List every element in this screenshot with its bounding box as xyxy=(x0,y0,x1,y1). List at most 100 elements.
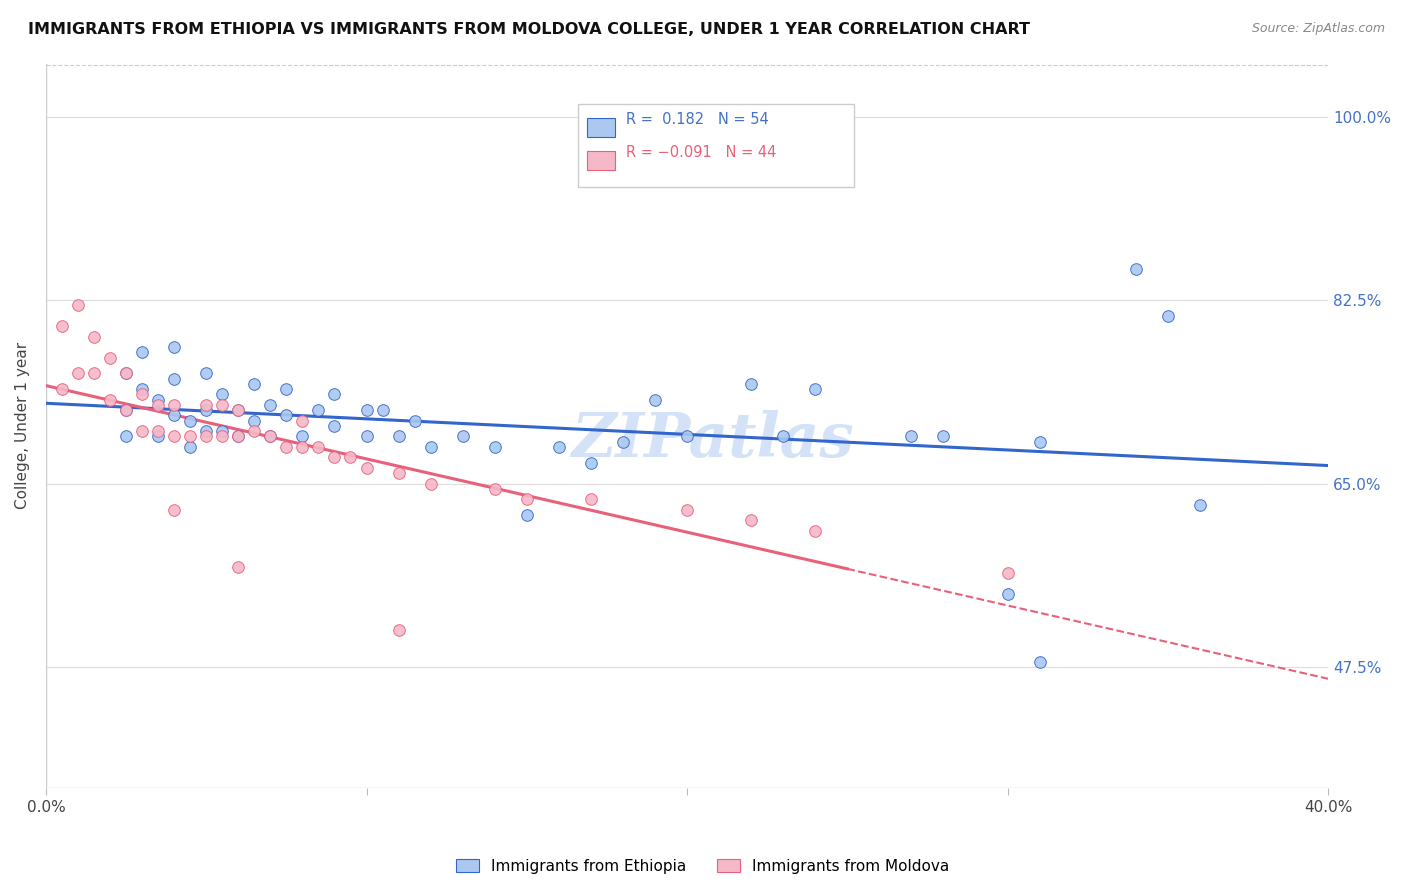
Point xyxy=(1028,434,1050,449)
Point xyxy=(387,466,409,480)
Point xyxy=(356,403,378,417)
Point xyxy=(291,414,314,428)
Point xyxy=(211,424,233,438)
Point xyxy=(419,476,441,491)
Point xyxy=(307,440,329,454)
Text: IMMIGRANTS FROM ETHIOPIA VS IMMIGRANTS FROM MOLDOVA COLLEGE, UNDER 1 YEAR CORREL: IMMIGRANTS FROM ETHIOPIA VS IMMIGRANTS F… xyxy=(28,22,1031,37)
Point xyxy=(163,429,186,443)
Point xyxy=(676,503,699,517)
Point xyxy=(83,330,105,344)
Point xyxy=(740,376,762,391)
Point xyxy=(516,508,538,522)
Point xyxy=(356,429,378,443)
Legend: Immigrants from Ethiopia, Immigrants from Moldova: Immigrants from Ethiopia, Immigrants fro… xyxy=(450,853,956,880)
Point xyxy=(804,382,827,396)
Point xyxy=(276,440,298,454)
Point xyxy=(51,382,73,396)
Point xyxy=(226,403,249,417)
Text: R =  0.182   N = 54: R = 0.182 N = 54 xyxy=(626,112,768,127)
Point xyxy=(243,424,266,438)
Point xyxy=(195,403,218,417)
Point xyxy=(163,340,186,354)
Point xyxy=(115,367,138,381)
Point xyxy=(997,566,1019,580)
Point xyxy=(484,482,506,496)
Point xyxy=(98,392,121,407)
Point xyxy=(146,392,169,407)
Point xyxy=(387,429,409,443)
Point xyxy=(226,429,249,443)
Point xyxy=(51,319,73,334)
Text: R = −0.091   N = 44: R = −0.091 N = 44 xyxy=(626,145,776,160)
Point xyxy=(243,414,266,428)
Point xyxy=(115,429,138,443)
Point xyxy=(83,367,105,381)
Point xyxy=(226,429,249,443)
Point xyxy=(676,429,699,443)
Point xyxy=(115,367,138,381)
FancyBboxPatch shape xyxy=(578,103,853,187)
Point xyxy=(163,372,186,386)
Point xyxy=(66,298,89,312)
Point xyxy=(179,414,201,428)
Point xyxy=(259,429,281,443)
Point xyxy=(115,403,138,417)
Point xyxy=(211,429,233,443)
Point xyxy=(291,429,314,443)
Point xyxy=(1125,261,1147,276)
Point xyxy=(772,429,794,443)
Point xyxy=(66,367,89,381)
Bar xyxy=(588,151,616,170)
Point xyxy=(195,398,218,412)
Point xyxy=(276,409,298,423)
Point xyxy=(195,429,218,443)
Point xyxy=(211,398,233,412)
Point xyxy=(612,434,634,449)
Bar xyxy=(588,118,616,137)
Point xyxy=(339,450,361,465)
Point xyxy=(932,429,955,443)
Point xyxy=(740,513,762,527)
Point xyxy=(131,382,153,396)
Point xyxy=(579,456,602,470)
Point xyxy=(547,440,569,454)
Point xyxy=(644,392,666,407)
Point xyxy=(1188,498,1211,512)
Point xyxy=(131,345,153,359)
Point xyxy=(404,414,426,428)
Point xyxy=(163,398,186,412)
Point xyxy=(1157,309,1180,323)
Point xyxy=(516,492,538,507)
Point xyxy=(146,398,169,412)
Point xyxy=(243,376,266,391)
Text: Source: ZipAtlas.com: Source: ZipAtlas.com xyxy=(1251,22,1385,36)
Point xyxy=(163,503,186,517)
Point xyxy=(387,624,409,638)
Point xyxy=(356,461,378,475)
Point xyxy=(804,524,827,538)
Point xyxy=(900,429,922,443)
Point xyxy=(1028,655,1050,669)
Point xyxy=(323,450,346,465)
Point xyxy=(163,409,186,423)
Point xyxy=(195,367,218,381)
Point xyxy=(419,440,441,454)
Point xyxy=(179,429,201,443)
Point xyxy=(579,492,602,507)
Point xyxy=(195,424,218,438)
Point xyxy=(226,403,249,417)
Point xyxy=(451,429,474,443)
Point xyxy=(307,403,329,417)
Point xyxy=(146,429,169,443)
Point xyxy=(997,587,1019,601)
Text: ZIPatlas: ZIPatlas xyxy=(571,410,853,470)
Point xyxy=(371,403,394,417)
Point xyxy=(323,387,346,401)
Y-axis label: College, Under 1 year: College, Under 1 year xyxy=(15,343,30,509)
Point xyxy=(291,440,314,454)
Point xyxy=(323,418,346,433)
Point xyxy=(131,387,153,401)
Point xyxy=(259,429,281,443)
Point xyxy=(146,424,169,438)
Point xyxy=(115,403,138,417)
